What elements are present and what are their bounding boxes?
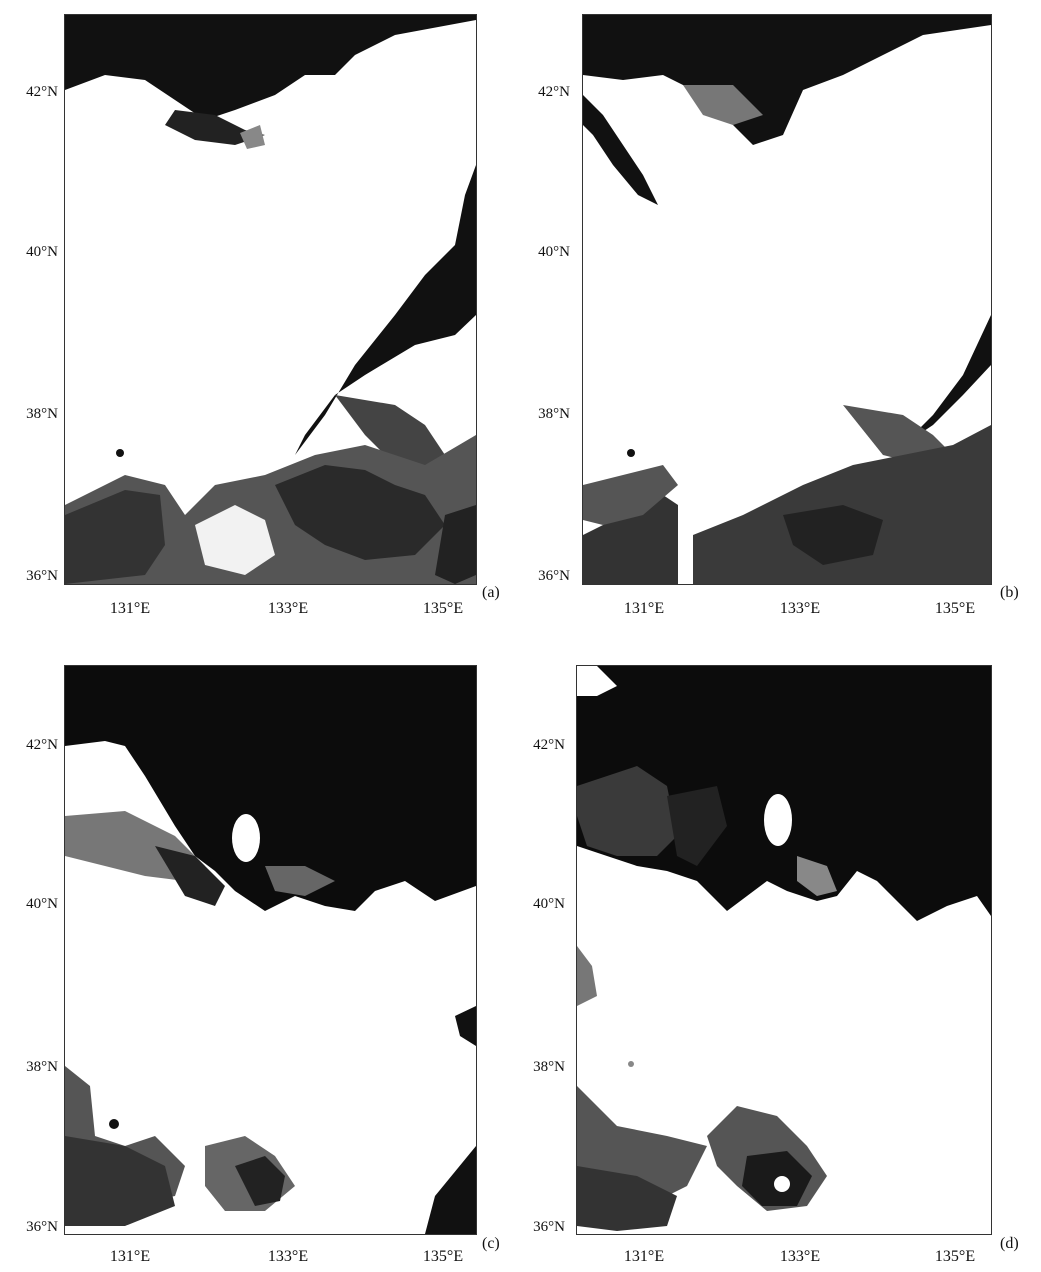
lon-tick-label: 135°E [422, 600, 464, 617]
satellite-image-b [583, 15, 991, 584]
map-frame-a [64, 14, 477, 585]
lat-tick-label: 38°N [26, 406, 58, 422]
lat-tick-label: 40°N [26, 896, 58, 912]
lon-tick-label: 135°E [422, 1248, 464, 1265]
lat-tick-label: 38°N [538, 406, 570, 422]
lat-tick-label: 36°N [538, 568, 570, 584]
lon-tick-label: 133°E [267, 600, 309, 617]
lat-tick-label: 40°N [533, 896, 565, 912]
lat-tick-label: 40°N [26, 244, 58, 260]
map-frame-d [576, 665, 992, 1235]
lon-tick-label: 131°E [109, 600, 151, 617]
lat-tick-label: 42°N [26, 84, 58, 100]
satellite-image-a [65, 15, 476, 584]
map-frame-c [64, 665, 477, 1235]
panel-label: (c) [482, 1235, 500, 1252]
map-frame-b [582, 14, 992, 585]
lon-tick-label: 131°E [623, 1248, 665, 1265]
lat-tick-label: 42°N [533, 737, 565, 753]
lat-tick-label: 42°N [26, 737, 58, 753]
panel-label: (b) [1000, 584, 1019, 601]
lat-tick-label: 36°N [533, 1219, 565, 1235]
panel-label: (d) [1000, 1235, 1019, 1252]
lat-tick-label: 38°N [26, 1059, 58, 1075]
lat-tick-label: 40°N [538, 244, 570, 260]
lon-tick-label: 131°E [109, 1248, 151, 1265]
lon-tick-label: 135°E [934, 600, 976, 617]
lon-tick-label: 133°E [267, 1248, 309, 1265]
satellite-image-d [577, 666, 991, 1234]
lon-tick-label: 131°E [623, 600, 665, 617]
satellite-image-c [65, 666, 476, 1234]
panel-label: (a) [482, 584, 500, 601]
lon-tick-label: 133°E [779, 1248, 821, 1265]
lat-tick-label: 36°N [26, 1219, 58, 1235]
lat-tick-label: 42°N [538, 84, 570, 100]
lon-tick-label: 133°E [779, 600, 821, 617]
lon-tick-label: 135°E [934, 1248, 976, 1265]
lat-tick-label: 36°N [26, 568, 58, 584]
lat-tick-label: 38°N [533, 1059, 565, 1075]
